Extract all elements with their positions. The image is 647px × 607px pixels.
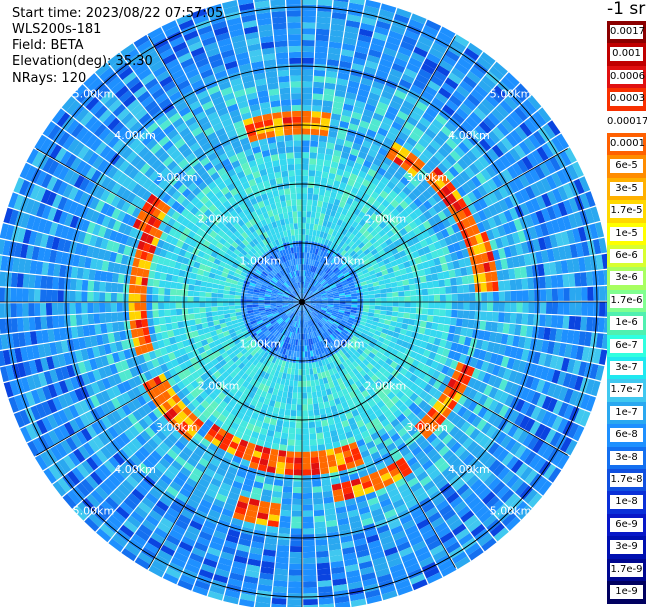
colorbar-swatch: 0.00017 <box>607 110 647 134</box>
range-label: 3.00km <box>156 421 198 434</box>
colorbar-tick-label: 1e-8 <box>610 495 643 510</box>
instrument-text: WLS200s-181 <box>12 22 102 37</box>
colorbar-tick-label: 0.001 <box>610 47 643 62</box>
colorbar-swatch: 0.001 <box>607 43 646 67</box>
range-label: 2.00km <box>198 379 240 392</box>
colorbar-tick-label: 6e-5 <box>610 159 643 174</box>
colorbar-swatch: 1e-8 <box>607 491 646 515</box>
range-label: 2.00km <box>365 213 407 226</box>
colorbar-swatch: 6e-6 <box>607 245 646 268</box>
range-label: 5.00km <box>490 87 532 100</box>
colorbar-swatch: 1.7e-7 <box>607 379 646 403</box>
colorbar-unit-title: -1 sr <box>607 0 646 19</box>
azimuth-spoke <box>301 36 456 303</box>
colorbar-tick-label: 1.7e-8 <box>610 473 643 487</box>
range-label: 5.00km <box>73 87 115 100</box>
range-label: 2.00km <box>198 213 240 226</box>
range-label: 4.00km <box>448 129 490 142</box>
colorbar-swatch: 1e-6 <box>607 312 646 336</box>
range-label: 5.00km <box>73 505 115 518</box>
colorbar-tick-label: 3e-8 <box>610 450 643 465</box>
colorbar-swatch: 1.7e-9 <box>607 558 646 582</box>
nrays-text: NRays: 120 <box>12 71 87 86</box>
azimuth-spoke <box>36 148 303 303</box>
range-label: 4.00km <box>114 463 156 476</box>
range-label: 1.00km <box>240 254 282 267</box>
range-gate-bins <box>0 0 612 607</box>
colorbar-tick-label: 3e-5 <box>610 181 643 196</box>
range-label: 1.00km <box>240 338 282 351</box>
colorbar-swatch: 6e-9 <box>607 513 646 537</box>
azimuth-spoke <box>301 148 568 303</box>
colorbar-swatch: 3e-6 <box>607 267 646 291</box>
range-label: 3.00km <box>406 421 448 434</box>
colorbar-tick-label: 3e-6 <box>610 271 643 286</box>
colorbar-swatch: 1.7e-6 <box>607 289 646 313</box>
start-time-text: Start time: 2023/08/22 07:57:05 <box>12 6 224 21</box>
colorbar-swatch: 1e-5 <box>607 222 646 246</box>
colorbar-swatch: 1.7e-8 <box>607 469 646 492</box>
colorbar-swatch: 3e-8 <box>607 446 646 470</box>
colorbar-swatch: 6e-8 <box>607 424 646 448</box>
lidar-location-marker <box>299 299 305 305</box>
colorbar-tick-label: 1.7e-6 <box>610 293 643 308</box>
colorbar-swatch: 1e-7 <box>607 401 646 425</box>
azimuth-spoke <box>301 301 456 568</box>
colorbar-tick-label: 3e-7 <box>610 361 643 375</box>
colorbar-swatch: 3e-5 <box>607 177 646 201</box>
colorbar-swatch: 0.0006 <box>607 65 646 89</box>
range-label: 4.00km <box>448 463 490 476</box>
azimuth-spoke <box>148 36 303 303</box>
colorbar-tick-label: 1e-9 <box>610 585 643 599</box>
colorbar-swatch: 1.7e-5 <box>607 200 646 224</box>
colorbar-tick-label: 6e-7 <box>610 338 643 353</box>
colorbar-swatch: 1e-9 <box>607 581 646 604</box>
colorbar-tick-label: 6e-8 <box>610 428 643 443</box>
colorbar-tick-label: 1.7e-9 <box>610 562 643 577</box>
colorbar-swatch: 6e-7 <box>607 334 646 358</box>
colorbar-swatch: 3e-9 <box>607 536 646 560</box>
field-text: Field: BETA <box>12 38 84 53</box>
colorbar-swatch: 0.0003 <box>607 88 646 112</box>
range-label: 1.00km <box>323 254 365 267</box>
azimuth-spoke <box>148 301 303 568</box>
range-label: 3.00km <box>406 171 448 184</box>
colorbar-tick-label: 0.0006 <box>610 69 645 84</box>
colorbar-swatch: 0.0017 <box>607 21 646 44</box>
azimuth-spoke <box>36 301 303 456</box>
range-label: 4.00km <box>114 129 156 142</box>
colorbar-tick-label: 1e-5 <box>610 226 643 241</box>
colorbar-tick-label: 6e-9 <box>610 517 643 532</box>
range-label: 2.00km <box>365 379 407 392</box>
colorbar-tick-label: 1e-6 <box>610 316 643 331</box>
colorbar-tick-label: 0.0001 <box>610 137 645 151</box>
colorbar-swatch: 3e-7 <box>607 357 646 380</box>
colorbar-tick-label: 0.00017 <box>607 114 647 129</box>
range-label: 5.00km <box>490 505 532 518</box>
colorbar-tick-label: 1.7e-7 <box>610 383 643 398</box>
range-label: 1.00km <box>323 338 365 351</box>
elevation-text: Elevation(deg): 35.30 <box>12 54 153 69</box>
colorbar-tick-label: 0.0017 <box>610 25 645 39</box>
colorbar-tick-label: 6e-6 <box>610 249 643 263</box>
colorbar-swatch: 6e-5 <box>607 155 646 179</box>
colorbar-swatch: 0.0001 <box>607 133 646 156</box>
colorbar-tick-label: 1e-7 <box>610 405 643 420</box>
colorbar-tick-label: 1.7e-5 <box>610 204 643 219</box>
range-label: 3.00km <box>156 171 198 184</box>
colorbar-tick-label: 0.0003 <box>610 92 645 107</box>
azimuth-spoke <box>301 301 568 456</box>
range-labels: 1.00km 1.00km 1.00km 1.00km 2.00km 2.00km 2.00… <box>73 87 532 517</box>
range-rings-and-spokes <box>0 0 609 607</box>
colorbar-tick-label: 3e-9 <box>610 540 643 555</box>
